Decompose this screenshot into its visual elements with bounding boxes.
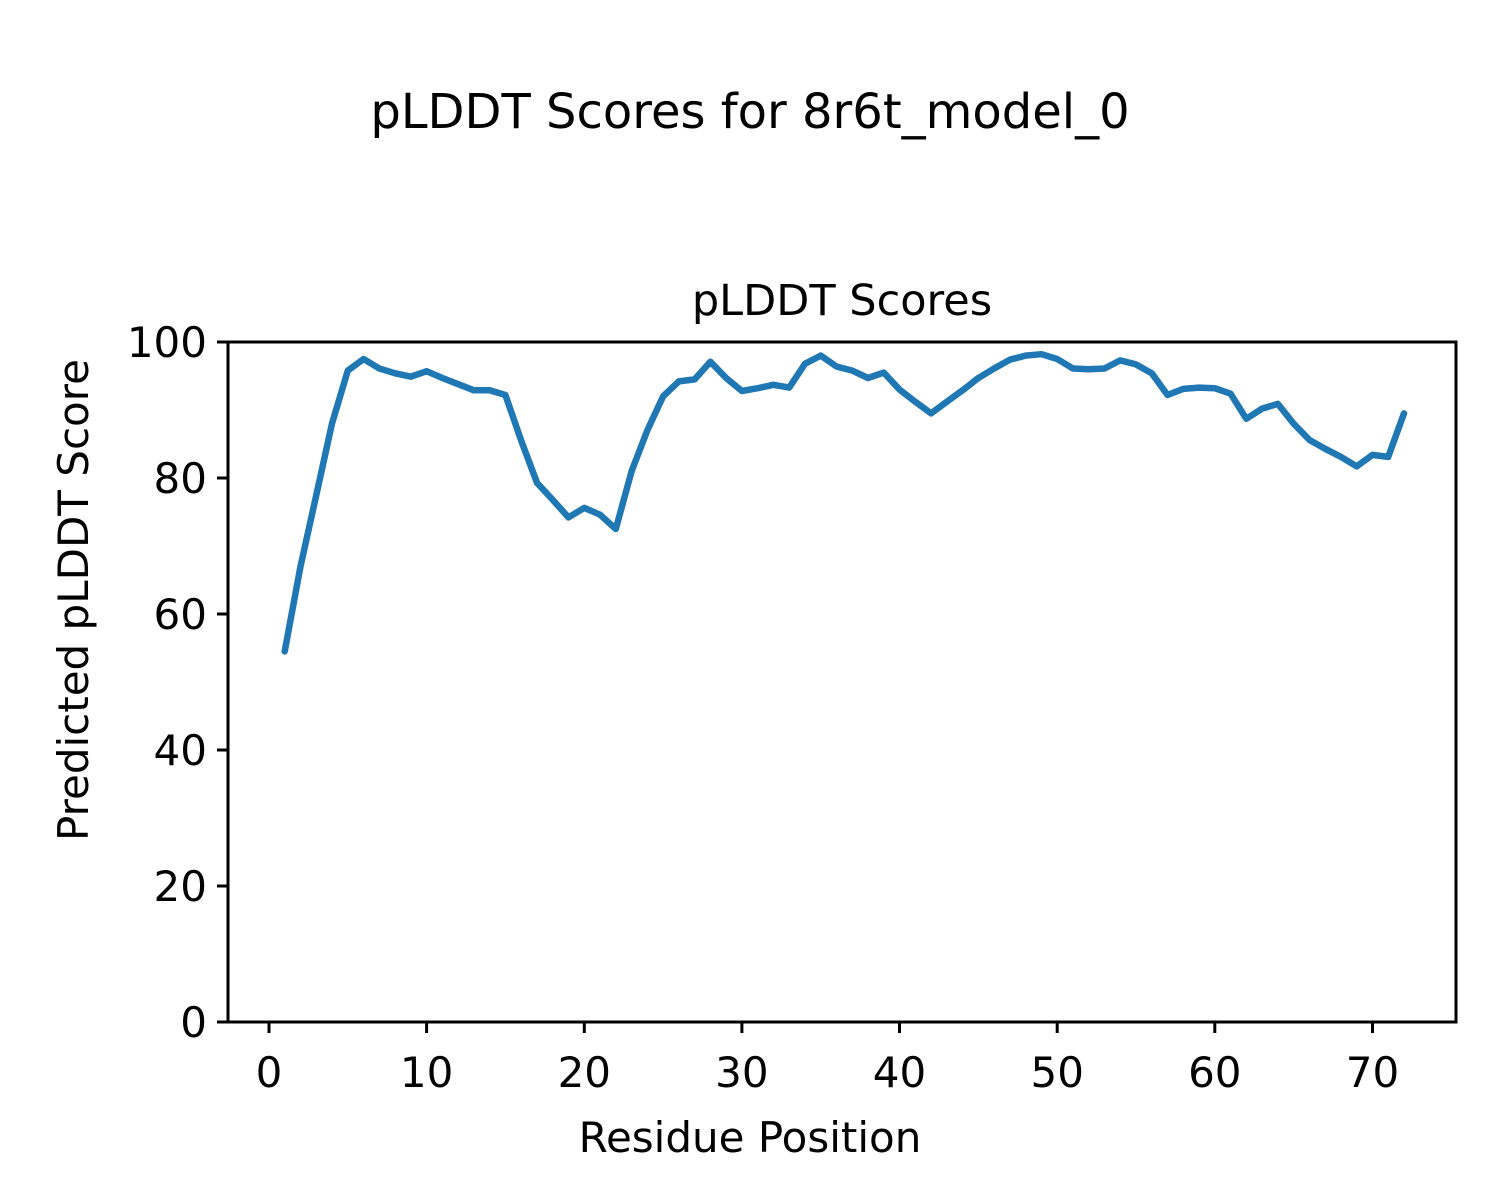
y-tick-label: 20 <box>154 862 207 911</box>
x-tick-label: 10 <box>400 1048 453 1097</box>
x-tick-label: 50 <box>1030 1048 1083 1097</box>
y-tick-labels: 0 20 40 60 80 100 <box>127 318 207 1047</box>
x-ticks <box>267 1022 1374 1033</box>
y-axis-label: Predicted pLDDT Score <box>49 359 98 841</box>
x-tick-labels: 0 10 20 30 40 50 60 70 <box>256 1048 1400 1097</box>
y-tick-label: 0 <box>180 998 207 1047</box>
x-tick-label: 30 <box>715 1048 768 1097</box>
x-tick-label: 70 <box>1346 1048 1399 1097</box>
plot-area-spines <box>226 340 1458 1024</box>
y-tick-label: 100 <box>127 318 207 367</box>
x-axis-label: Residue Position <box>579 1113 922 1162</box>
x-tick-label: 0 <box>256 1048 283 1097</box>
y-tick-label: 40 <box>154 726 207 775</box>
x-tick-label: 60 <box>1188 1048 1241 1097</box>
y-ticks <box>217 340 228 1024</box>
y-tick-label: 80 <box>154 454 207 503</box>
x-tick-label: 20 <box>558 1048 611 1097</box>
figure-suptitle: pLDDT Scores for 8r6t_model_0 <box>370 84 1129 140</box>
x-tick-label: 40 <box>873 1048 926 1097</box>
y-tick-label: 60 <box>154 590 207 639</box>
axes-title: pLDDT Scores <box>692 276 992 326</box>
plddt-line <box>281 350 1408 655</box>
